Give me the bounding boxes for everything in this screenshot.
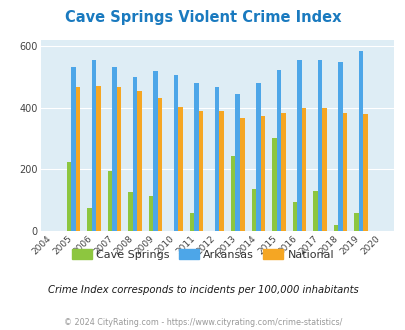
Bar [230,156,235,231]
Bar [276,70,280,231]
Bar [87,208,92,231]
Bar [107,171,112,231]
Bar [66,162,71,231]
Bar [198,111,203,231]
Bar [96,86,100,231]
Bar [251,189,256,231]
Bar [256,83,260,231]
Bar [178,107,183,231]
Bar [321,109,326,231]
Bar [353,213,358,231]
Bar [235,94,239,231]
Bar [117,87,121,231]
Bar [112,67,117,231]
Bar [214,86,219,231]
Bar [71,67,75,231]
Bar [190,214,194,231]
Bar [280,113,285,231]
Bar [301,108,305,231]
Bar [333,225,337,231]
Bar [362,114,367,231]
Bar [296,60,301,231]
Bar [158,98,162,231]
Bar [137,91,141,231]
Bar [312,191,317,231]
Bar [342,113,346,231]
Bar [271,138,276,231]
Bar [75,86,80,231]
Bar [173,75,178,231]
Legend: Cave Springs, Arkansas, National: Cave Springs, Arkansas, National [67,245,338,264]
Text: © 2024 CityRating.com - https://www.cityrating.com/crime-statistics/: © 2024 CityRating.com - https://www.city… [64,318,341,327]
Bar [239,118,244,231]
Bar [219,111,224,231]
Bar [92,60,96,231]
Bar [260,116,264,231]
Bar [292,202,296,231]
Bar [149,196,153,231]
Bar [153,71,158,231]
Bar [128,192,132,231]
Text: Crime Index corresponds to incidents per 100,000 inhabitants: Crime Index corresponds to incidents per… [47,285,358,295]
Bar [194,83,198,231]
Bar [317,60,321,231]
Text: Cave Springs Violent Crime Index: Cave Springs Violent Crime Index [64,10,341,25]
Bar [132,77,137,231]
Bar [358,51,362,231]
Bar [337,62,342,231]
